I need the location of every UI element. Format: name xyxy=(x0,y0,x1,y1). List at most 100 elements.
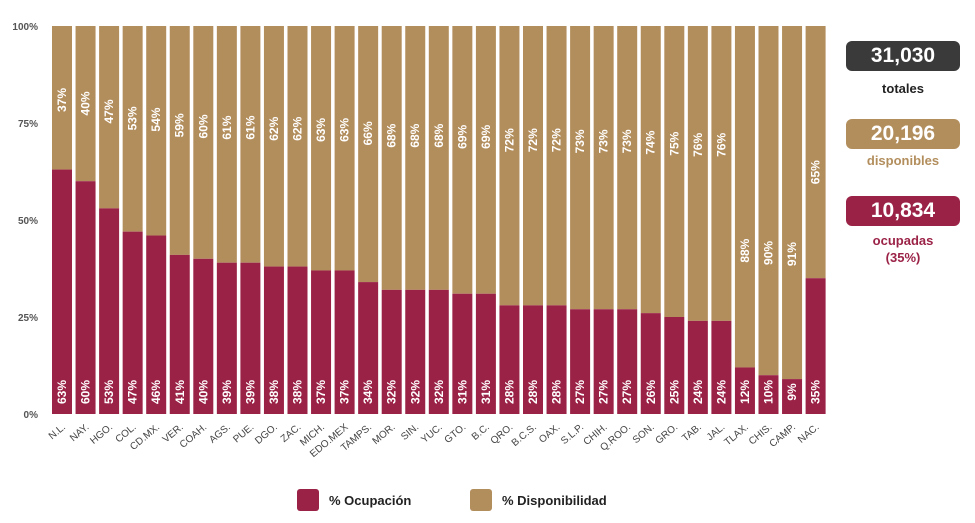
availability-data-label: 63% xyxy=(314,118,328,142)
x-tick-label: GRO. xyxy=(654,422,681,447)
occupied-beds-label: ocupadas xyxy=(872,233,934,248)
bar-occupation xyxy=(758,375,779,414)
bar-availability xyxy=(640,26,661,314)
x-tick-label: TAB. xyxy=(680,422,704,444)
x-tick-label: COAH. xyxy=(178,422,209,451)
availability-data-label: 90% xyxy=(762,241,776,265)
availability-data-label: 62% xyxy=(267,116,281,140)
bar-occupation xyxy=(358,282,379,414)
bar-occupation xyxy=(99,208,120,414)
legend-availability: % Disponibilidad xyxy=(470,488,607,512)
legend-occupation-swatch xyxy=(297,489,319,511)
bar-availability xyxy=(711,26,732,321)
occupation-data-label: 37% xyxy=(314,380,328,404)
legend-occupation-label: % Ocupación xyxy=(329,492,412,508)
occupied-beds-value: 10,834 xyxy=(846,196,960,226)
availability-data-label: 88% xyxy=(738,238,752,262)
available-beds-value: 20,196 xyxy=(846,119,960,149)
bar-occupation xyxy=(405,289,426,414)
occupation-data-label: 24% xyxy=(691,380,705,404)
bar-availability xyxy=(169,26,190,255)
bar-occupation xyxy=(805,278,826,414)
bar-availability xyxy=(734,26,755,368)
availability-data-label: 72% xyxy=(502,128,516,152)
bar-occupation xyxy=(687,320,708,414)
occupation-data-label: 38% xyxy=(267,380,281,404)
y-tick-label: 50% xyxy=(18,216,38,227)
bar-occupation xyxy=(711,320,732,414)
bar-occupation xyxy=(570,309,591,414)
occupation-data-label: 31% xyxy=(455,380,469,404)
occupation-data-label: 28% xyxy=(526,380,540,404)
availability-data-label: 68% xyxy=(408,123,422,147)
occupied-beds-percent: (35%) xyxy=(885,250,921,265)
x-tick-label: B.C.S. xyxy=(510,422,539,449)
bar-availability xyxy=(805,26,826,279)
availability-data-label: 91% xyxy=(785,242,799,266)
y-tick-label: 0% xyxy=(24,410,39,421)
availability-data-label: 65% xyxy=(809,160,823,184)
x-tick-label: OAX. xyxy=(537,422,562,446)
occupation-data-label: 32% xyxy=(385,380,399,404)
availability-data-label: 76% xyxy=(691,133,705,157)
bar-availability xyxy=(428,26,449,290)
bar-occupation xyxy=(782,379,803,414)
bar-availability xyxy=(99,26,120,209)
availability-data-label: 68% xyxy=(385,123,399,147)
availability-data-label: 72% xyxy=(550,128,564,152)
occupation-data-label: 31% xyxy=(479,380,493,404)
bar-availability xyxy=(499,26,520,306)
occupation-data-label: 38% xyxy=(291,380,305,404)
bar-occupation xyxy=(593,309,614,414)
x-tick-label: S.L.P. xyxy=(559,422,586,447)
y-tick-label: 75% xyxy=(18,119,38,130)
bar-availability xyxy=(240,26,261,263)
bar-occupation xyxy=(664,317,685,414)
availability-data-label: 37% xyxy=(55,88,69,112)
availability-data-label: 63% xyxy=(338,118,352,142)
occupation-data-label: 47% xyxy=(126,380,140,404)
x-tick-label: SIN. xyxy=(399,422,421,443)
bar-occupation xyxy=(263,266,284,414)
availability-data-label: 69% xyxy=(455,124,469,148)
total-beds-value: 31,030 xyxy=(846,41,960,71)
occupation-data-label: 40% xyxy=(196,380,210,404)
occupation-data-label: 39% xyxy=(243,380,257,404)
bar-availability xyxy=(311,26,332,271)
availability-data-label: 76% xyxy=(714,133,728,157)
y-tick-label: 25% xyxy=(18,313,38,324)
availability-data-label: 61% xyxy=(220,115,234,139)
x-tick-label: DGO. xyxy=(253,422,280,447)
bar-availability xyxy=(405,26,426,290)
x-tick-label: GTO. xyxy=(443,422,469,446)
availability-data-label: 62% xyxy=(291,116,305,140)
occupation-data-label: 12% xyxy=(738,380,752,404)
x-tick-label: TLAX. xyxy=(723,422,751,448)
bar-occupation xyxy=(452,293,473,414)
x-tick-label: NAC. xyxy=(796,422,821,446)
availability-data-label: 72% xyxy=(526,128,540,152)
availability-data-label: 73% xyxy=(620,129,634,153)
occupation-data-label: 26% xyxy=(644,380,658,404)
x-tick-label: CAMP. xyxy=(768,422,798,450)
y-tick-label: 100% xyxy=(12,22,38,33)
x-tick-label: AGS. xyxy=(207,422,232,446)
x-tick-label: NAY. xyxy=(68,422,91,444)
bar-availability xyxy=(475,26,496,294)
occupation-data-label: 27% xyxy=(620,380,634,404)
bar-occupation xyxy=(193,258,214,414)
bar-occupation xyxy=(287,266,308,414)
occupation-data-label: 34% xyxy=(361,380,375,404)
bar-occupation xyxy=(334,270,355,414)
bar-availability xyxy=(334,26,355,271)
availability-data-label: 69% xyxy=(479,124,493,148)
availability-data-label: 68% xyxy=(432,123,446,147)
availability-data-label: 53% xyxy=(126,106,140,130)
availability-data-label: 73% xyxy=(597,129,611,153)
legend-occupation: % Ocupación xyxy=(297,488,411,512)
bar-occupation xyxy=(52,169,72,414)
x-tick-label: YUC. xyxy=(419,422,444,446)
occupation-data-label: 41% xyxy=(173,380,187,404)
availability-data-label: 59% xyxy=(173,113,187,137)
